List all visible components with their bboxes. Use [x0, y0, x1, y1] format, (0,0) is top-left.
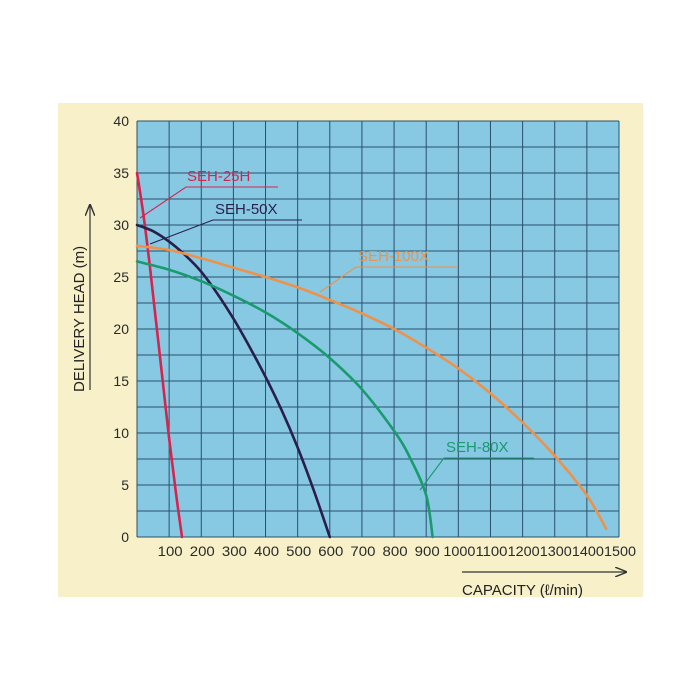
x-tick-label: 700 — [350, 543, 375, 559]
series-label-seh-100x: SEH-100X — [358, 248, 429, 265]
curve-seh-25h — [135, 171, 184, 539]
x-tick-label: 1400 — [572, 543, 604, 559]
leader-seh-50x — [149, 219, 302, 245]
y-tick-label: 20 — [113, 321, 129, 337]
curve-seh-50x — [135, 223, 332, 539]
x-tick-label: 600 — [318, 543, 343, 559]
series-label-seh-25h: SEH-25H — [187, 168, 250, 185]
y-tick-labels: 0 5 10 15 20 25 30 35 40 — [113, 113, 129, 545]
x-tick-label: 500 — [286, 543, 311, 559]
x-tick-label: 1500 — [604, 543, 636, 559]
curves — [135, 171, 608, 539]
y-tick-label: 30 — [113, 217, 129, 233]
x-tick-label: 100 — [158, 543, 183, 559]
series-labels: SEH-25H SEH-50X SEH-100X SEH-80X — [187, 168, 509, 456]
x-tick-label: 1000 — [443, 543, 475, 559]
y-tick-label: 35 — [113, 165, 129, 181]
x-tick-label: 800 — [383, 543, 408, 559]
x-axis-title: CAPACITY (ℓ/min) — [462, 582, 583, 599]
y-tick-label: 0 — [121, 529, 129, 545]
curve-seh-80x — [135, 260, 434, 539]
x-tick-label: 1100 — [475, 543, 507, 559]
y-tick-label: 10 — [113, 425, 129, 441]
x-tick-labels: 100 200 300 400 500 600 700 800 900 1000 1100 1200 1… — [158, 543, 637, 559]
grid — [136, 120, 620, 538]
x-tick-label: 900 — [415, 543, 440, 559]
label-leader-lines — [139, 186, 534, 491]
x-tick-label: 1300 — [540, 543, 572, 559]
series-label-seh-80x: SEH-80X — [446, 439, 509, 456]
leader-seh-80x — [419, 457, 534, 491]
y-tick-label: 40 — [113, 113, 129, 129]
x-tick-label: 300 — [222, 543, 247, 559]
y-axis-title: DELIVERY HEAD (m) — [71, 246, 88, 392]
y-tick-label: 15 — [113, 373, 129, 389]
x-tick-label: 1200 — [508, 543, 540, 559]
leader-seh-100x — [319, 266, 458, 293]
leader-seh-25h — [139, 186, 278, 219]
y-tick-label: 5 — [121, 477, 129, 493]
y-tick-label: 25 — [113, 269, 129, 285]
series-label-seh-50x: SEH-50X — [215, 201, 278, 218]
x-tick-label: 200 — [190, 543, 215, 559]
x-tick-label: 400 — [254, 543, 279, 559]
curve-seh-100x — [135, 244, 608, 530]
